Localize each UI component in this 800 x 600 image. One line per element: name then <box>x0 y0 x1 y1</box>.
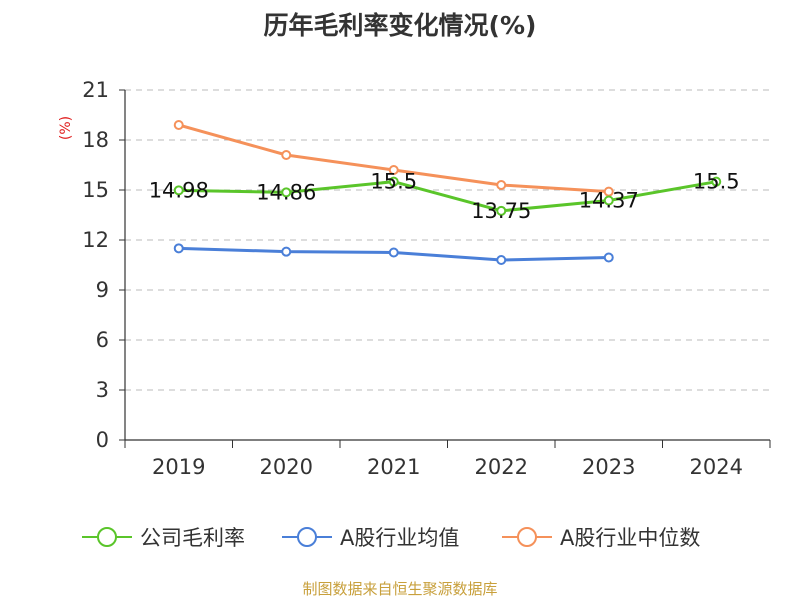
y-tick-label: 0 <box>96 428 109 452</box>
legend: 公司毛利率 A股行业均值 A股行业中位数 <box>82 526 700 550</box>
y-tick-label: 21 <box>82 78 109 102</box>
chart-title: 历年毛利率变化情况(%) <box>263 11 537 40</box>
data-point <box>173 120 184 130</box>
data-point <box>711 176 722 187</box>
legend-marker <box>97 527 117 547</box>
x-tick-label: 2020 <box>260 455 313 479</box>
y-tick-label: 6 <box>96 328 109 352</box>
axes: 0 3 6 9 12 15 18 21 2019 2020 2021 2022 2023 2024 <box>82 78 771 479</box>
y-tick-label: 9 <box>96 278 109 302</box>
data-source-note: 制图数据来自恒生聚源数据库 <box>302 580 498 598</box>
data-label: 14.98 <box>149 178 209 202</box>
y-axis-unit: (%) <box>58 116 74 140</box>
legend-label: A股行业中位数 <box>560 526 700 550</box>
x-tick-label: 2021 <box>367 455 420 479</box>
data-point <box>281 246 292 257</box>
legend-label: 公司毛利率 <box>140 526 245 550</box>
data-point <box>388 176 399 187</box>
data-point <box>603 252 614 263</box>
x-tick-label: 2019 <box>152 455 205 479</box>
data-label: 15.5 <box>370 170 417 194</box>
data-point <box>603 195 614 206</box>
series-lines <box>173 120 722 265</box>
data-label: 13.75 <box>471 199 531 223</box>
x-tick-label: 2022 <box>475 455 528 479</box>
data-label: 14.86 <box>256 180 316 204</box>
data-point <box>496 180 507 190</box>
data-labels: 14.98 14.86 15.5 13.75 14.37 15.5 <box>149 170 740 223</box>
legend-item: A股行业均值 <box>282 526 459 550</box>
x-tick-label: 2023 <box>582 455 635 479</box>
legend-item: 公司毛利率 <box>82 526 245 550</box>
data-point <box>388 247 399 258</box>
data-point <box>388 165 399 175</box>
data-point <box>281 150 292 160</box>
legend-marker <box>517 527 537 547</box>
grid-lines <box>125 89 770 391</box>
y-tick-label: 12 <box>82 228 109 252</box>
y-tick-label: 18 <box>82 128 109 152</box>
legend-marker <box>297 527 317 547</box>
y-tick-label: 15 <box>82 178 109 202</box>
data-label: 14.37 <box>579 189 639 213</box>
legend-item: A股行业中位数 <box>502 526 700 550</box>
data-label: 15.5 <box>693 170 740 194</box>
data-point <box>173 243 184 254</box>
legend-label: A股行业均值 <box>340 526 459 550</box>
data-point <box>281 187 292 198</box>
x-tick-label: 2024 <box>690 455 743 479</box>
data-point <box>173 185 184 196</box>
y-tick-label: 3 <box>96 378 109 402</box>
data-point <box>496 205 507 216</box>
data-point <box>496 255 507 265</box>
series-line-1 <box>178 180 717 213</box>
